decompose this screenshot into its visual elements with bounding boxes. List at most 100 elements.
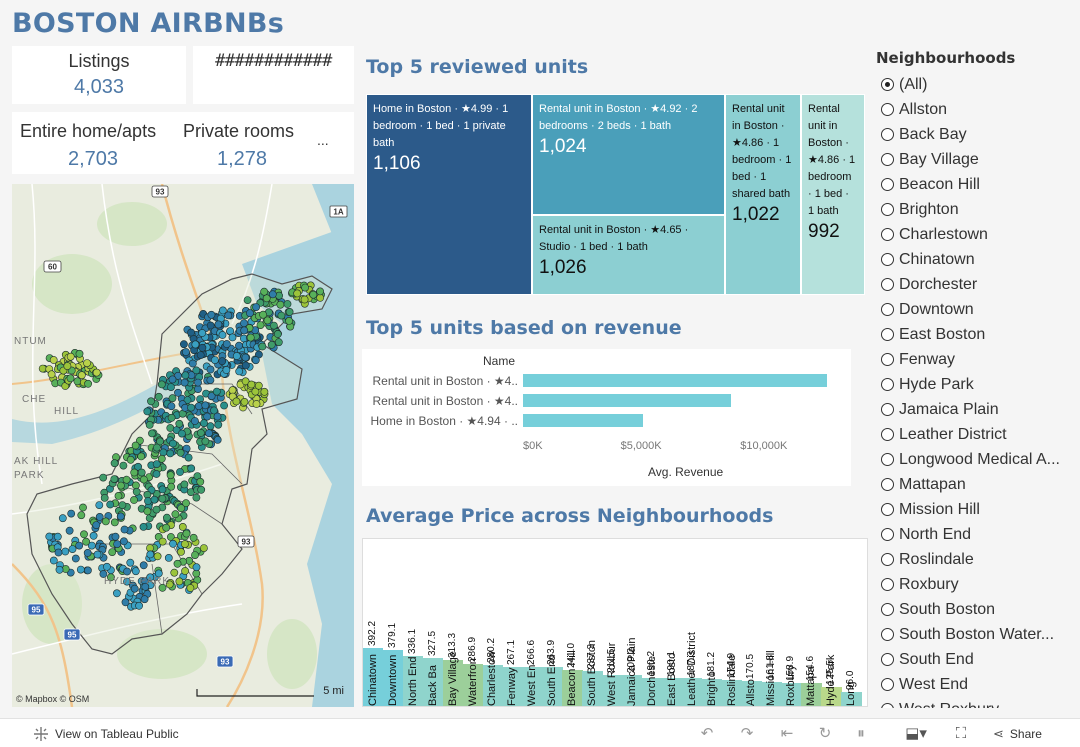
radio-button-icon[interactable] (881, 153, 894, 166)
listing-point[interactable] (49, 556, 58, 565)
listing-point[interactable] (196, 477, 205, 486)
listing-point[interactable] (157, 380, 166, 389)
price-bar[interactable] (641, 677, 663, 706)
listing-point[interactable] (146, 550, 155, 559)
listing-point[interactable] (65, 526, 74, 535)
listing-point[interactable] (77, 371, 86, 380)
listing-point[interactable] (179, 340, 188, 349)
listing-point[interactable] (76, 565, 85, 574)
listing-point[interactable] (188, 359, 197, 368)
listing-point[interactable] (275, 291, 283, 300)
listing-point[interactable] (194, 402, 203, 411)
listing-point[interactable] (116, 512, 125, 521)
listing-point[interactable] (182, 529, 191, 538)
listing-point[interactable] (187, 464, 196, 473)
filter-option[interactable]: Leather District (876, 422, 1074, 447)
price-bar[interactable] (542, 667, 563, 706)
listing-point[interactable] (120, 537, 128, 546)
filter-option[interactable]: Bay Village (876, 147, 1074, 172)
listing-point[interactable] (169, 539, 177, 548)
revenue-bar[interactable] (523, 414, 643, 427)
price-bar[interactable] (602, 674, 623, 706)
listing-point[interactable] (159, 448, 168, 457)
radio-button-icon[interactable] (881, 253, 894, 266)
listing-point[interactable] (152, 443, 161, 452)
listing-point[interactable] (162, 513, 171, 522)
treemap-cell-3[interactable]: Rental unit in Boston · ★4.65 · Studio ·… (532, 215, 725, 295)
listing-point[interactable] (110, 518, 119, 527)
listing-point[interactable] (213, 435, 222, 444)
listing-point[interactable] (260, 287, 269, 296)
listing-point[interactable] (171, 510, 180, 519)
listing-point[interactable] (75, 349, 84, 358)
filter-option[interactable]: Roxbury (876, 572, 1074, 597)
listing-point[interactable] (119, 461, 128, 470)
listing-point[interactable] (254, 381, 263, 390)
listing-point[interactable] (92, 368, 101, 377)
listing-point[interactable] (110, 475, 119, 483)
treemap-cell-2[interactable]: Rental unit in Boston · ★4.92 · 2 bedroo… (532, 94, 725, 215)
listing-point[interactable] (143, 407, 152, 416)
listing-point[interactable] (235, 341, 243, 350)
listing-point[interactable] (228, 333, 237, 342)
listing-point[interactable] (143, 507, 152, 516)
listing-point[interactable] (53, 532, 62, 541)
price-bar[interactable] (462, 663, 483, 706)
treemap-cell-4[interactable]: Rental unit in Boston · ★4.86 · 1 bedroo… (725, 94, 801, 295)
listing-point[interactable] (301, 283, 309, 292)
listing-point[interactable] (140, 595, 149, 604)
listing-point[interactable] (123, 577, 131, 586)
radio-button-icon[interactable] (881, 653, 894, 666)
listing-point[interactable] (206, 376, 215, 384)
filter-option[interactable]: East Boston (876, 322, 1074, 347)
listing-point[interactable] (235, 367, 244, 376)
listing-point[interactable] (220, 401, 228, 410)
listing-point[interactable] (247, 380, 256, 389)
listing-point[interactable] (252, 400, 261, 408)
listing-point[interactable] (191, 340, 200, 349)
listing-point[interactable] (132, 487, 141, 496)
listing-point[interactable] (132, 481, 140, 490)
listing-point[interactable] (259, 310, 267, 319)
radio-button-icon[interactable] (881, 503, 894, 516)
price-bar[interactable] (482, 664, 503, 706)
revenue-bar[interactable] (523, 394, 732, 407)
listing-point[interactable] (175, 577, 184, 586)
listing-point[interactable] (73, 377, 82, 386)
price-bar[interactable] (661, 677, 683, 706)
listing-point[interactable] (267, 340, 276, 349)
radio-button-icon[interactable] (881, 453, 894, 466)
radio-button-icon[interactable] (881, 278, 894, 291)
more-columns-indicator[interactable]: ... (317, 132, 329, 148)
filter-option[interactable]: Charlestown (876, 222, 1074, 247)
price-bar[interactable] (562, 670, 583, 706)
listing-point[interactable] (187, 403, 195, 412)
listing-point[interactable] (260, 387, 269, 396)
price-bar[interactable] (422, 657, 444, 706)
listing-point[interactable] (201, 437, 210, 446)
listing-point[interactable] (134, 462, 142, 471)
neighbourhood-filter[interactable]: (All) Allston Back Bay Bay Village Beacon Hi… (876, 72, 1074, 708)
listing-point[interactable] (182, 499, 190, 508)
filter-option[interactable]: Jamaica Plain (876, 397, 1074, 422)
listing-point[interactable] (283, 300, 292, 308)
listing-point[interactable] (166, 449, 175, 458)
listing-point[interactable] (154, 569, 163, 578)
listing-point[interactable] (100, 493, 109, 502)
listing-point[interactable] (150, 495, 159, 504)
listing-point[interactable] (241, 353, 250, 362)
filter-option[interactable]: Fenway (876, 347, 1074, 372)
listing-point[interactable] (126, 455, 135, 464)
listing-point[interactable] (203, 412, 212, 421)
listing-point[interactable] (95, 512, 104, 521)
listing-point[interactable] (168, 375, 177, 384)
listing-point[interactable] (130, 584, 139, 593)
listing-point[interactable] (245, 309, 254, 318)
listing-point[interactable] (137, 452, 146, 461)
radio-button-icon[interactable] (881, 303, 894, 316)
listing-point[interactable] (222, 340, 231, 348)
listing-point[interactable] (176, 448, 185, 457)
listing-point[interactable] (84, 566, 92, 575)
listing-point[interactable] (210, 356, 219, 364)
filter-option[interactable]: Allston (876, 97, 1074, 122)
